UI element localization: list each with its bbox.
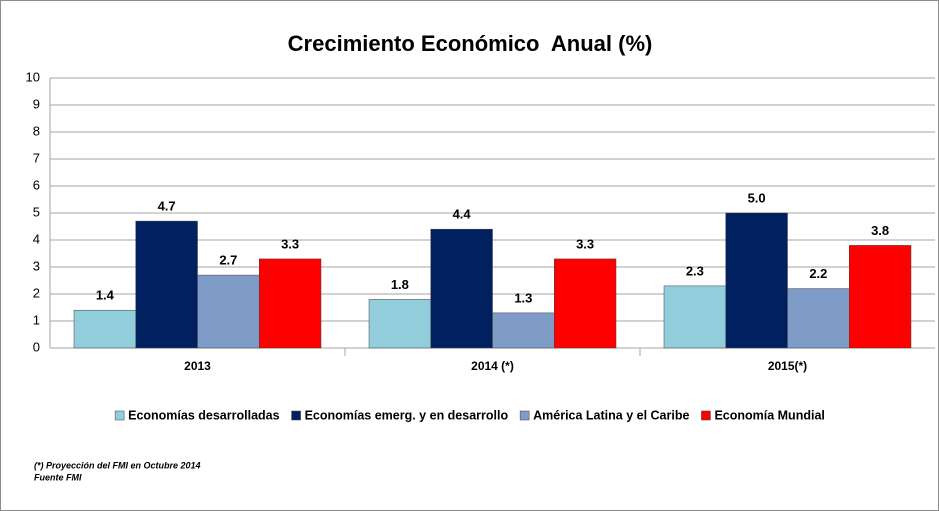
data-label: 4.7 xyxy=(158,199,176,214)
legend-label: Economía Mundial xyxy=(714,408,824,422)
bar xyxy=(663,285,726,349)
x-tick-label: 2015(*) xyxy=(768,359,807,373)
data-label: 3.3 xyxy=(576,236,594,251)
data-label: 2.3 xyxy=(686,263,704,278)
data-label: 4.4 xyxy=(453,207,472,222)
legend-label: Economías desarrolladas xyxy=(128,408,280,422)
y-tick-label: 8 xyxy=(33,123,40,138)
data-label: 1.8 xyxy=(391,277,409,292)
data-label: 5.0 xyxy=(748,190,766,205)
footnote: (*) Proyección del FMI en Octubre 2014 xyxy=(34,460,201,470)
y-tick-label: 1 xyxy=(33,312,40,327)
legend-swatch xyxy=(291,410,301,421)
bar xyxy=(430,228,493,349)
legend-swatch xyxy=(701,410,711,421)
bar xyxy=(135,220,198,349)
chart-title: Crecimiento Económico Anual (%) xyxy=(288,31,653,56)
data-label: 3.3 xyxy=(281,236,299,251)
legend-swatch xyxy=(519,410,530,421)
y-tick-label: 3 xyxy=(33,258,40,273)
x-tick-label: 2014 (*) xyxy=(471,359,514,373)
data-label: 2.2 xyxy=(809,266,827,281)
y-tick-label: 6 xyxy=(33,177,40,192)
bar xyxy=(554,258,617,349)
x-tick-label: 2013 xyxy=(184,359,211,373)
legend-label: Economías emerg. y en desarrollo xyxy=(305,408,509,422)
bar xyxy=(368,299,431,349)
data-label: 1.3 xyxy=(514,290,532,305)
legend-swatch xyxy=(114,410,125,421)
data-label: 1.4 xyxy=(96,288,115,303)
bar xyxy=(492,312,555,349)
bar xyxy=(849,245,912,349)
y-tick-label: 7 xyxy=(33,150,40,165)
data-label: 3.8 xyxy=(871,223,889,238)
footnote: Fuente FMI xyxy=(34,472,82,482)
y-tick-label: 9 xyxy=(33,96,40,111)
y-tick-label: 4 xyxy=(33,231,40,246)
y-tick-label: 5 xyxy=(33,204,40,219)
bar xyxy=(73,309,136,349)
y-tick-label: 2 xyxy=(33,285,40,300)
bar xyxy=(725,212,788,349)
legend-label: América Latina y el Caribe xyxy=(533,408,689,422)
bar xyxy=(259,258,322,349)
bar xyxy=(787,288,850,349)
y-tick-label: 10 xyxy=(26,69,40,84)
bar xyxy=(197,274,260,349)
data-label: 2.7 xyxy=(219,253,237,268)
y-tick-label: 0 xyxy=(33,339,40,354)
